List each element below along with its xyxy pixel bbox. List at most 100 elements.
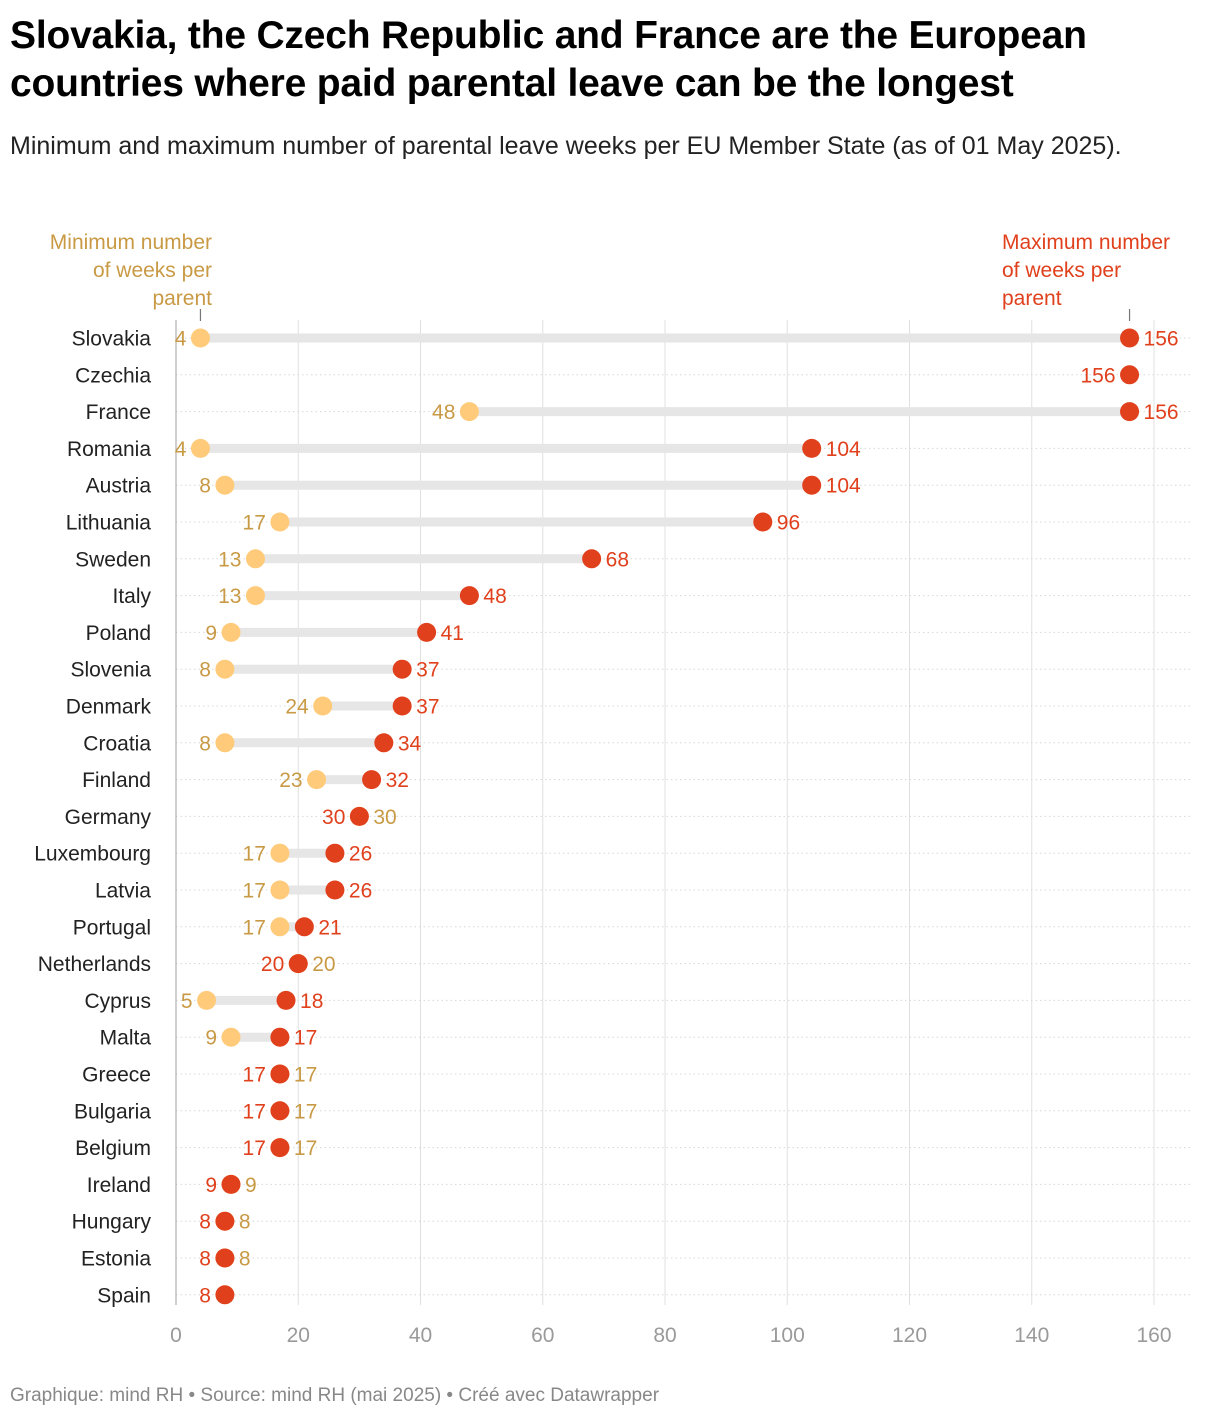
max-dot [221, 1174, 241, 1194]
min-dot [459, 402, 479, 422]
country-label: Slovakia [72, 328, 152, 351]
max-value-label: 104 [826, 475, 861, 498]
max-dot [417, 622, 437, 642]
country-label: Spain [97, 1284, 151, 1307]
min-value-label: 8 [199, 475, 211, 498]
max-value-label: 156 [1081, 364, 1116, 387]
max-dot [1120, 402, 1140, 422]
max-dot [1120, 328, 1140, 348]
min-value-label: 24 [285, 696, 309, 719]
country-label: Portugal [73, 916, 151, 939]
legend-max-label: parent [1002, 287, 1062, 310]
max-value-label: 37 [416, 696, 439, 719]
country-label: Denmark [66, 696, 152, 719]
country-label: Latvia [95, 880, 151, 903]
min-value-label: 4 [175, 328, 187, 351]
max-dot [349, 806, 369, 826]
min-dot [245, 549, 265, 569]
country-label: Czechia [75, 364, 151, 387]
x-tick-label: 80 [653, 1324, 676, 1347]
max-dot [802, 438, 822, 458]
min-value-label: 17 [294, 1137, 317, 1160]
min-value-label: 8 [239, 1248, 251, 1271]
max-dot [276, 990, 296, 1010]
min-dot [215, 659, 235, 679]
min-dot [190, 438, 210, 458]
legend-max-label: Maximum number [1002, 231, 1170, 254]
max-value-label: 41 [441, 622, 464, 645]
min-value-label: 20 [312, 953, 335, 976]
max-value-label: 20 [261, 953, 284, 976]
max-dot [1120, 365, 1140, 385]
max-value-label: 9 [205, 1174, 217, 1197]
max-dot [215, 1211, 235, 1231]
legend-min-label: of weeks per [93, 259, 212, 282]
max-value-label: 26 [349, 880, 372, 903]
max-value-label: 30 [322, 806, 345, 829]
min-dot [313, 696, 333, 716]
country-label: Bulgaria [74, 1100, 151, 1123]
min-value-label: 9 [205, 1027, 217, 1050]
max-dot [753, 512, 773, 532]
max-value-label: 17 [243, 1064, 266, 1087]
chart-title: Slovakia, the Czech Republic and France … [10, 14, 1087, 105]
max-value-label: 156 [1144, 328, 1179, 351]
min-value-label: 17 [243, 843, 266, 866]
max-dot [270, 1138, 290, 1158]
max-dot [392, 696, 412, 716]
x-tick-label: 140 [1014, 1324, 1049, 1347]
min-value-label: 23 [279, 769, 302, 792]
min-dot [221, 1027, 241, 1047]
max-value-label: 17 [243, 1100, 266, 1123]
country-label: Hungary [72, 1211, 152, 1234]
min-value-label: 9 [245, 1174, 257, 1197]
min-dot [270, 880, 290, 900]
legend-min-label: parent [152, 287, 212, 310]
max-dot [270, 1101, 290, 1121]
max-value-label: 37 [416, 659, 439, 682]
footer-credits: Graphique: mind RH • Source: mind RH (ma… [10, 1385, 660, 1406]
x-tick-label: 160 [1136, 1324, 1171, 1347]
min-value-label: 9 [205, 622, 217, 645]
min-value-label: 17 [243, 512, 266, 535]
x-tick-label: 100 [770, 1324, 805, 1347]
max-dot [802, 475, 822, 495]
country-label: Lithuania [66, 512, 152, 535]
min-dot [190, 328, 210, 348]
country-label: France [86, 401, 151, 424]
legend-max-label: of weeks per [1002, 259, 1121, 282]
min-dot [270, 512, 290, 532]
max-value-label: 32 [386, 769, 409, 792]
max-dot [215, 1248, 235, 1268]
max-dot [362, 770, 382, 790]
country-label: Greece [82, 1064, 151, 1087]
x-tick-label: 40 [409, 1324, 432, 1347]
country-label: Sweden [75, 548, 151, 571]
max-dot [215, 1285, 235, 1305]
chart-subtitle: Minimum and maximum number of parental l… [10, 132, 1122, 160]
max-dot [459, 586, 479, 606]
country-label: Ireland [87, 1174, 151, 1197]
country-label: Austria [86, 475, 152, 498]
max-dot [392, 659, 412, 679]
max-dot [288, 954, 308, 974]
country-label: Cyprus [84, 990, 151, 1013]
min-value-label: 17 [294, 1100, 317, 1123]
country-label: Finland [82, 769, 151, 792]
legend-min-label: Minimum number [50, 231, 212, 254]
max-value-label: 96 [777, 512, 800, 535]
x-tick-label: 60 [531, 1324, 554, 1347]
min-dot [197, 990, 217, 1010]
max-value-label: 26 [349, 843, 372, 866]
min-value-label: 17 [294, 1064, 317, 1087]
max-value-label: 18 [300, 990, 323, 1013]
min-value-label: 30 [373, 806, 396, 829]
x-tick-label: 120 [892, 1324, 927, 1347]
min-value-label: 48 [432, 401, 455, 424]
max-dot [374, 733, 394, 753]
country-label: Belgium [75, 1137, 151, 1160]
country-label: Luxembourg [34, 843, 151, 866]
max-value-label: 8 [199, 1248, 211, 1271]
max-value-label: 21 [318, 916, 341, 939]
country-label: Romania [67, 438, 151, 461]
